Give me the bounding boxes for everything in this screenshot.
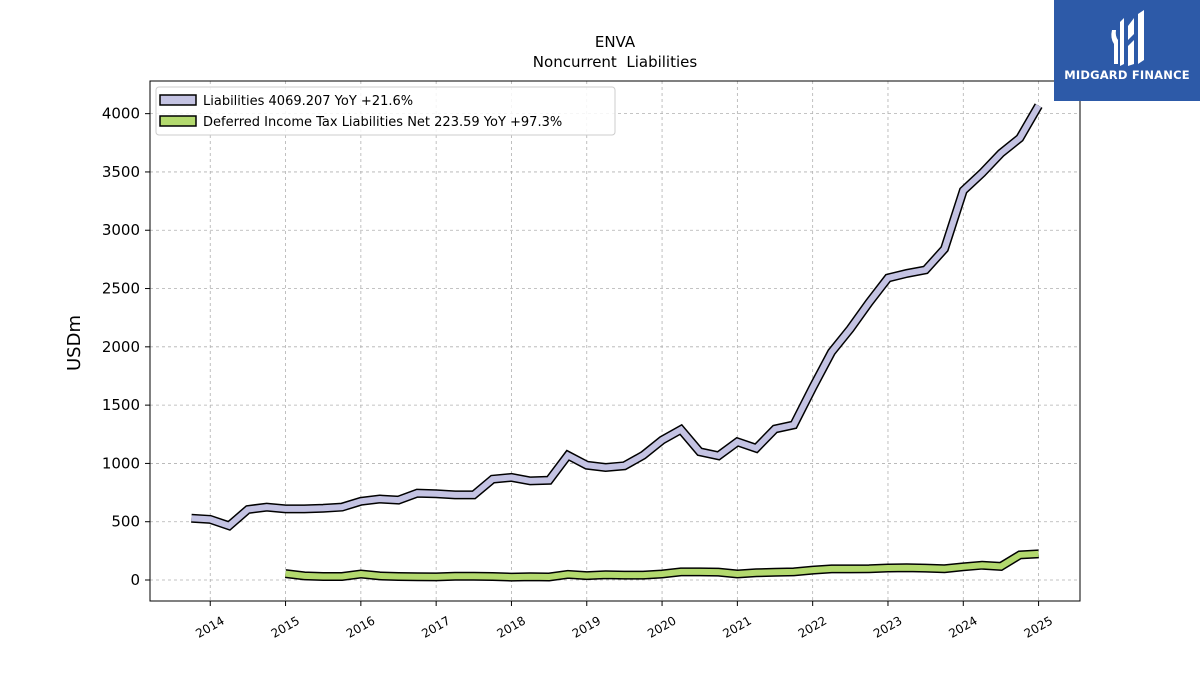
brand-logo: MIDGARD FINANCE (1054, 0, 1200, 101)
plot-frame (149, 80, 1081, 602)
x-tick-label: 2016 (344, 613, 377, 640)
y-tick-label: 3000 (102, 221, 140, 239)
y-tick-label: 1000 (102, 454, 140, 472)
x-tick-label: 2019 (570, 613, 603, 640)
legend-label-2: Deferred Income Tax Liabilities Net 223.… (203, 115, 562, 130)
midgard-logo-icon (1111, 10, 1144, 66)
brand-name: MIDGARD FINANCE (1064, 68, 1190, 82)
legend-label-1: Liabilities 4069.207 YoY +21.6% (203, 94, 413, 109)
series-line-1 (191, 104, 1042, 530)
legend-swatch-2 (159, 115, 197, 127)
y-tick-label: 2500 (102, 280, 140, 298)
legend: Liabilities 4069.207 YoY +21.6% Deferred … (155, 86, 616, 136)
x-tick-label: 2023 (871, 613, 904, 640)
x-tick-label: 2025 (1022, 613, 1055, 640)
y-tick-label: 1500 (102, 396, 140, 414)
legend-swatch-1 (159, 94, 197, 106)
chart-title: ENVA (595, 33, 636, 51)
x-tick-label: 2024 (946, 613, 979, 640)
legend-box (155, 86, 616, 136)
x-tick-label: 2018 (495, 613, 528, 640)
x-tick-label: 2021 (720, 613, 753, 640)
x-tick-label: 2015 (269, 613, 302, 640)
x-tick-label: 2022 (796, 613, 829, 640)
y-tick-label: 500 (111, 513, 140, 531)
x-tick-label: 2017 (419, 613, 452, 640)
y-axis-label: USDm (64, 315, 85, 371)
chart-subtitle: Noncurrent Liabilities (533, 53, 698, 71)
y-tick-label: 3500 (102, 163, 140, 181)
y-tick-label: 0 (130, 571, 140, 589)
x-tick-label: 2014 (193, 613, 226, 640)
y-tick-label: 2000 (102, 338, 140, 356)
y-tick-label: 4000 (102, 105, 140, 123)
x-tick-label: 2020 (645, 613, 678, 640)
series-line-2 (285, 550, 1039, 581)
series-outline-1 (191, 103, 1043, 531)
